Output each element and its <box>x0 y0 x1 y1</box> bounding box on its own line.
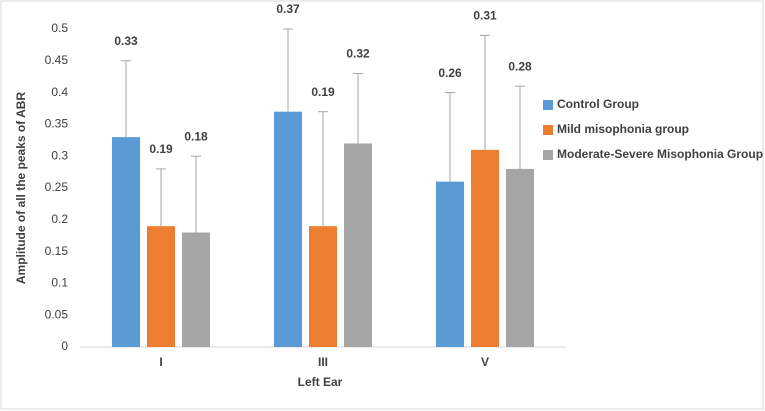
y-tick-label: 0.2 <box>51 212 68 226</box>
data-label: 0.33 <box>114 34 138 48</box>
y-tick-label: 0.35 <box>45 117 69 131</box>
data-label: 0.19 <box>311 85 335 99</box>
legend-label: Control Group <box>557 97 639 111</box>
y-tick-label: 0.5 <box>51 21 68 35</box>
bar <box>112 137 140 347</box>
x-tick-label: V <box>481 355 489 369</box>
y-tick-label: 0.4 <box>51 85 68 99</box>
data-label: 0.28 <box>508 59 532 73</box>
bar <box>309 226 337 347</box>
y-tick-label: 0.1 <box>51 276 68 290</box>
y-tick-label: 0.25 <box>45 180 69 194</box>
bar <box>274 111 302 348</box>
data-label: 0.18 <box>184 129 208 143</box>
bar <box>147 226 175 347</box>
x-tick-label: I <box>159 355 162 369</box>
data-label: 0.32 <box>346 47 370 61</box>
y-axis-title: Amplitude of all the peaks of ABR <box>14 92 28 285</box>
bar <box>436 181 464 347</box>
legend-swatch <box>543 150 553 160</box>
bar <box>182 232 210 347</box>
data-label: 0.26 <box>438 66 462 80</box>
legend-label: Mild misophonia group <box>557 122 689 136</box>
legend-label: Moderate-Severe Misophonia Group <box>557 147 763 161</box>
legend-swatch <box>543 100 553 110</box>
x-axis-title: Left Ear <box>298 375 343 389</box>
y-tick-label: 0 <box>61 339 68 353</box>
bar <box>344 143 372 347</box>
data-label: 0.31 <box>473 9 497 23</box>
bar <box>506 168 534 347</box>
y-tick-label: 0.05 <box>45 307 69 321</box>
data-label: 0.19 <box>149 142 173 156</box>
data-label: 0.37 <box>276 2 300 16</box>
bar <box>471 149 499 347</box>
y-tick-label: 0.3 <box>51 148 68 162</box>
legend-swatch <box>543 125 553 135</box>
y-tick-label: 0.45 <box>45 53 69 67</box>
y-tick-label: 0.15 <box>45 244 69 258</box>
x-tick-label: III <box>318 355 328 369</box>
